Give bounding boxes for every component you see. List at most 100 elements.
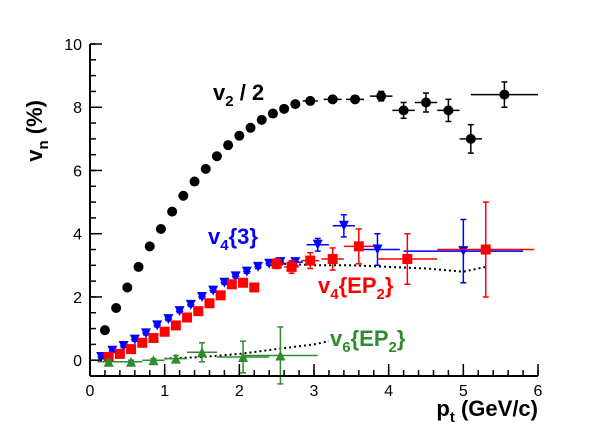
marker-triangle-down	[312, 239, 323, 250]
marker-triangle-down	[458, 246, 469, 257]
data-point	[284, 259, 300, 274]
data-point	[187, 342, 217, 363]
marker-triangle-down	[129, 334, 140, 345]
data-point	[279, 103, 290, 114]
marker-triangle-down	[141, 328, 151, 339]
data-point	[142, 355, 165, 366]
data-point	[178, 190, 189, 201]
data-point	[377, 232, 438, 286]
data-point	[437, 201, 535, 298]
marker-circle	[200, 163, 211, 174]
series-label-v4-ep2: v4{EP2}	[318, 273, 394, 303]
marks-layer	[96, 81, 538, 385]
series-3	[97, 326, 318, 385]
data-point	[332, 213, 356, 238]
marker-circle	[350, 94, 361, 105]
marker-square	[204, 298, 215, 309]
marker-circle	[443, 105, 454, 116]
marker-square	[126, 344, 137, 355]
data-point	[193, 306, 204, 317]
marker-triangle-down	[372, 244, 383, 255]
marker-triangle-down	[163, 314, 174, 325]
x-tick-label: 5	[459, 383, 468, 400]
data-point	[215, 290, 226, 301]
data-point	[370, 90, 393, 102]
data-point	[159, 326, 170, 337]
data-point	[148, 333, 159, 344]
labels-layer: vn (%) pt (GeV/c) v2 / 2 v4{3} v4{EP2} v…	[22, 80, 538, 426]
data-point	[152, 320, 163, 331]
data-point	[301, 251, 320, 270]
marker-circle	[122, 282, 133, 293]
marker-square	[402, 254, 413, 265]
marker-triangle-up	[197, 347, 207, 358]
marker-triangle-down	[152, 320, 163, 331]
data-point	[164, 353, 188, 364]
data-point	[174, 306, 185, 317]
x-tick-label: 6	[534, 383, 543, 400]
data-point	[241, 266, 252, 277]
data-point	[155, 223, 166, 234]
data-point	[114, 348, 125, 359]
data-point	[185, 299, 196, 310]
data-point	[470, 81, 538, 108]
data-point	[99, 325, 110, 336]
marker-square	[249, 282, 260, 293]
data-point	[197, 291, 207, 302]
x-tick-label: 3	[310, 383, 319, 400]
marker-circle	[99, 325, 110, 336]
series-1	[96, 213, 524, 363]
data-point	[126, 344, 137, 355]
y-tick-label: 6	[73, 163, 82, 180]
marker-circle	[133, 261, 144, 272]
dotted-curve-0	[269, 261, 486, 273]
marker-square	[305, 255, 316, 266]
marker-square	[193, 306, 204, 317]
data-point	[321, 247, 344, 271]
data-point	[459, 123, 482, 154]
marker-circle	[398, 105, 409, 116]
data-point	[189, 176, 200, 187]
marker-circle	[155, 223, 166, 234]
data-point	[226, 279, 237, 290]
marker-circle	[144, 241, 155, 252]
marker-square	[114, 348, 125, 359]
y-axis-title: vn (%)	[22, 100, 52, 162]
data-point	[111, 303, 122, 314]
data-point	[182, 312, 193, 323]
data-point	[170, 320, 181, 331]
marker-triangle-down	[241, 266, 252, 277]
marker-triangle-down	[118, 340, 129, 351]
marker-circle	[111, 303, 122, 314]
marker-square	[148, 333, 159, 344]
marker-triangle-down	[230, 271, 241, 282]
marker-square	[226, 279, 237, 290]
marker-square	[170, 320, 181, 331]
marker-triangle-up	[126, 356, 137, 367]
y-tick-label: 2	[73, 290, 82, 307]
marker-square	[215, 290, 226, 301]
marker-circle	[245, 122, 256, 133]
marker-circle	[465, 133, 476, 144]
data-point	[167, 206, 178, 217]
marker-circle	[256, 114, 267, 125]
marker-square	[159, 326, 170, 337]
series-label-v4-3: v4{3}	[208, 224, 258, 254]
marker-circle	[178, 190, 189, 201]
marker-triangle-down	[174, 306, 185, 317]
data-point	[238, 277, 249, 288]
marker-square	[182, 312, 193, 323]
y-tick-label: 8	[73, 100, 82, 117]
marker-triangle-down	[197, 291, 207, 302]
marker-circle	[189, 176, 200, 187]
marker-circle	[499, 89, 510, 100]
marker-square	[327, 254, 338, 265]
marker-triangle-down	[338, 220, 349, 231]
data-point	[234, 130, 245, 141]
data-point	[122, 282, 133, 293]
data-point	[306, 237, 329, 252]
marker-square	[271, 258, 282, 269]
data-point	[392, 101, 415, 120]
data-point	[243, 326, 318, 385]
